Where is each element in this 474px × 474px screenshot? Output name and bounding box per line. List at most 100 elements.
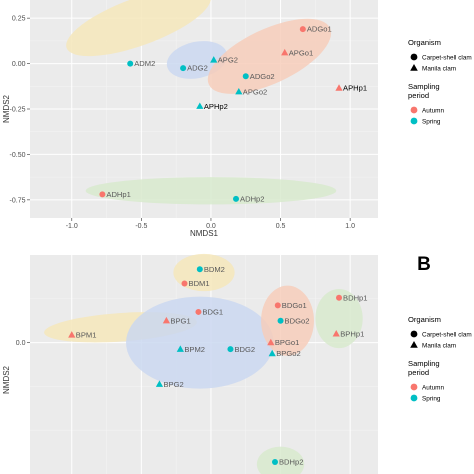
point-label-bpgo2: BPGo2: [276, 349, 300, 358]
group-ellipse-6: [256, 446, 305, 474]
point-label-bdhp1: BDHp1: [343, 293, 367, 302]
point-label-bdg1: BDG1: [202, 308, 223, 317]
legend-triangle-icon: [410, 341, 418, 348]
point-label-bdm2: BDM2: [204, 265, 225, 274]
point-label-aphp1: APHp1: [343, 84, 367, 93]
point-adg2: [180, 65, 187, 72]
point-label-bdgo2: BDGo2: [285, 316, 310, 325]
x-tick-label: 0.5: [276, 223, 286, 230]
y-tick-label: -0.75: [10, 197, 26, 204]
group-ellipse-1: [66, 0, 211, 57]
group-ellipse-1: [173, 253, 235, 292]
y-tick-label: -0.50: [10, 152, 26, 159]
point-label-adhp1: ADHp1: [106, 190, 130, 199]
x-tick-label: 0.0: [206, 223, 216, 230]
point-aphp1: [335, 84, 343, 91]
point-label-adgo2: ADGo2: [250, 72, 275, 81]
point-apgo2: [235, 87, 243, 95]
panel-a: ADGo1 APGo1 APG2 ADM2 ADG2 ADGo2 APHp1 APGo2 APH…: [2, 0, 378, 238]
legend-circle-icon: [410, 53, 418, 61]
legend-period-item: Autumn: [422, 384, 444, 391]
group-ellipse-3: [126, 296, 274, 389]
point-label-adhp2: ADHp2: [240, 195, 264, 204]
panel-a-legend: Organism Carpet-shell clam Manila clam Samp…: [408, 38, 472, 125]
y-tick-label: 0.0: [16, 340, 26, 347]
point-label-bpgo1: BPGo1: [275, 338, 299, 347]
panel-b-y-ticks: 0.0: [16, 340, 30, 347]
point-label-aphp2: APHp2: [204, 102, 228, 111]
legend-triangle-icon: [410, 64, 418, 71]
point-bpg2: [155, 380, 164, 387]
legend-period-title: Sampling: [408, 359, 440, 368]
legend-organism-item: Carpet-shell clam: [422, 54, 472, 61]
panel-b-ellipses: [44, 253, 363, 474]
point-label-apgo2: APGo2: [243, 87, 267, 96]
y-tick-label: 0.00: [12, 61, 26, 68]
point-bpgo2: [268, 349, 276, 357]
panel-b-points: BDM2 BDM1 BDHp1 BDG1 BDGo1 BPG1 BDGo2 BPHp1 BPM1…: [68, 265, 368, 467]
point-label-bpg2: BPG2: [163, 380, 183, 389]
point-bpm1: [68, 331, 76, 338]
legend-period-title-line2: period: [408, 91, 429, 100]
point-apg2: [210, 56, 218, 63]
point-adm2: [127, 60, 134, 67]
y-tick-label: -0.25: [10, 107, 26, 114]
point-label-adgo1: ADGo1: [307, 25, 332, 34]
point-bphp1: [332, 330, 340, 337]
point-label-apgo1: APGo1: [289, 48, 313, 57]
legend-organism-item: Carpet-shell clam: [422, 331, 472, 338]
point-bdhp2: [271, 458, 278, 465]
legend-period-item: Spring: [422, 118, 441, 125]
point-bdg2: [227, 346, 234, 353]
x-tick-label: -1.0: [66, 223, 78, 230]
point-label-adm2: ADM2: [134, 59, 155, 68]
point-bdm2: [196, 266, 203, 273]
point-label-bdhp2: BDHp2: [279, 458, 303, 467]
legend-organism-item: Manila clam: [422, 65, 456, 72]
point-label-bphp1: BPHp1: [340, 329, 364, 338]
point-bdgo1: [274, 302, 281, 309]
point-bdgo2: [277, 317, 284, 324]
point-label-apg2: APG2: [218, 56, 238, 65]
point-bpm2: [176, 345, 184, 352]
legend-period-title: Sampling: [408, 82, 440, 91]
point-label-bdg2: BDG2: [234, 345, 255, 354]
group-ellipse-4: [85, 177, 337, 205]
legend-swatch-spring: [410, 394, 418, 402]
point-label-adg2: ADG2: [187, 64, 208, 73]
point-label-bdm1: BDM1: [189, 279, 210, 288]
point-aphp2: [196, 102, 204, 109]
legend-organism-title: Organism: [408, 38, 441, 47]
y-tick-label: 0.25: [12, 16, 26, 23]
x-tick-label: 1.0: [345, 223, 355, 230]
point-bpgo1: [267, 338, 275, 346]
point-adgo1: [299, 26, 306, 33]
x-tick-label: -0.5: [135, 223, 147, 230]
panel-b-tag: B: [417, 254, 431, 275]
panel-a-x-ticks: -1.0 -0.5 0.0 0.5 1.0: [66, 218, 355, 230]
point-label-bpm2: BPM2: [184, 345, 205, 354]
legend-period-title-line2: period: [408, 368, 429, 377]
panel-a-points: ADGo1 APGo1 APG2 ADM2 ADG2 ADGo2 APHp1 APGo2 APH…: [99, 25, 367, 204]
panel-a-x-axis-title: NMDS1: [190, 229, 219, 238]
legend-period-item: Spring: [422, 395, 441, 402]
point-bdg1: [195, 308, 202, 315]
legend-swatch-spring: [410, 117, 418, 125]
legend-organism-title: Organism: [408, 315, 441, 324]
legend-period-item: Autumn: [422, 107, 444, 114]
group-ellipse-4: [261, 285, 314, 356]
panel-a-y-ticks: 0.25 0.00 -0.25 -0.50 -0.75: [10, 16, 30, 204]
point-adgo2: [242, 73, 249, 80]
point-label-bdgo1: BDGo1: [282, 301, 307, 310]
point-apgo1: [281, 48, 289, 56]
point-bdhp1: [336, 294, 343, 301]
group-ellipse-5: [315, 288, 363, 349]
panel-b-legend: Organism Carpet-shell clam Manila clam Samp…: [408, 315, 472, 402]
point-label-bpm1: BPM1: [76, 331, 97, 340]
point-label-bpg1: BPG1: [170, 316, 190, 325]
legend-circle-icon: [410, 330, 418, 338]
legend-organism-item: Manila clam: [422, 342, 456, 349]
legend-swatch-autumn: [410, 106, 418, 114]
point-adhp2: [233, 195, 240, 202]
